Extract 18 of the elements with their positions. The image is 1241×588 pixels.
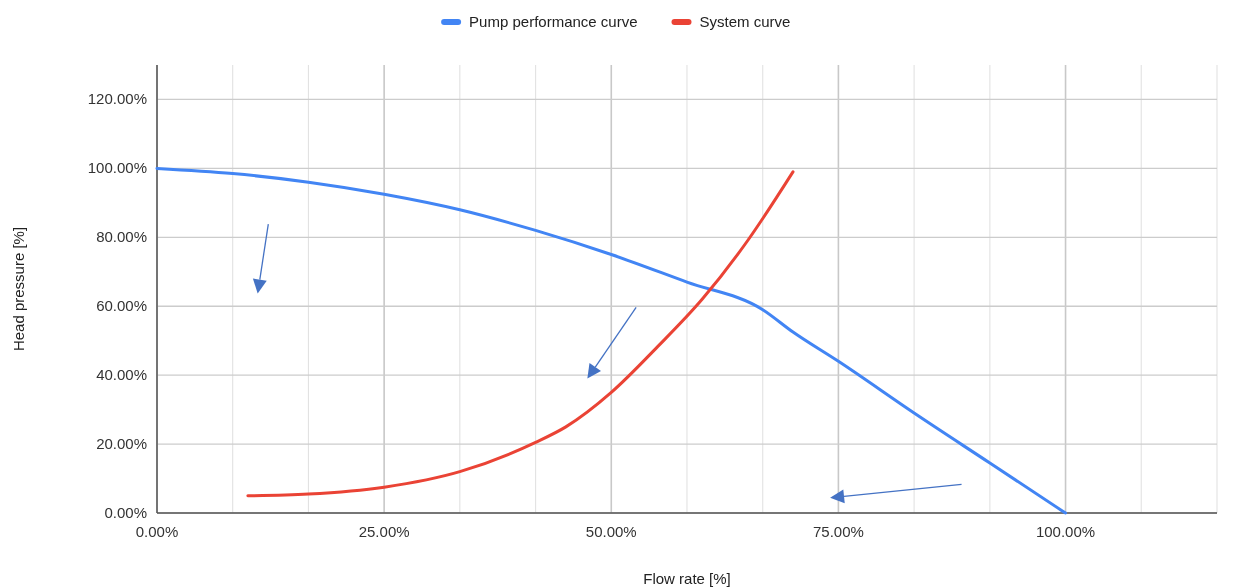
y-axis-title: Head pressure [%] [10, 226, 27, 352]
y-tick-label: 60.00% [96, 297, 147, 315]
x-tick-label: 100.00% [1035, 523, 1096, 540]
legend-label: Pump performance curve [469, 13, 638, 30]
line-series [155, 166, 1068, 515]
x-tick-label: 50.00% [585, 523, 637, 540]
x-tick-label: 25.00% [358, 523, 410, 540]
y-tick-label: 120.00% [87, 90, 147, 108]
x-axis-title: Flow rate [%] [643, 570, 731, 587]
legend-label: System curve [699, 13, 791, 30]
x-tick-label: 0.00% [135, 523, 179, 540]
line-series [246, 170, 795, 498]
y-tick-label: 80.00% [96, 228, 147, 246]
x-tick-label: 75.00% [812, 523, 864, 540]
y-tick-label: 20.00% [96, 435, 147, 453]
y-tick-label: 40.00% [96, 366, 147, 384]
y-tick-label: 100.00% [87, 159, 147, 177]
y-tick-label: 0.00% [104, 504, 147, 521]
